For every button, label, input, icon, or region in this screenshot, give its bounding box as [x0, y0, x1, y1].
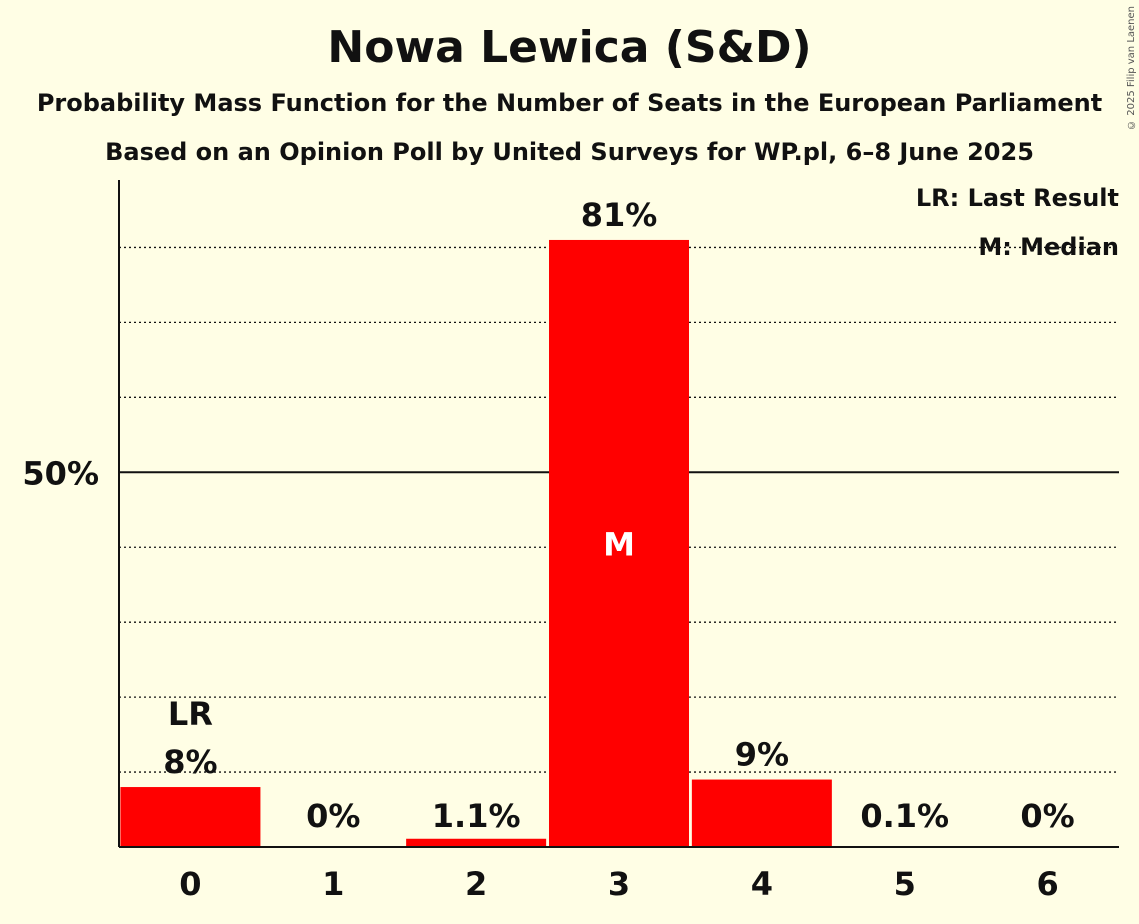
value-label-6: 0% — [1020, 797, 1074, 835]
value-label-1: 0% — [306, 797, 360, 835]
chart-source: Based on an Opinion Poll by United Surve… — [105, 138, 1034, 166]
x-tick-label-0: 0 — [179, 865, 201, 903]
last-result-marker: LR — [168, 695, 213, 733]
bar-0 — [120, 787, 261, 847]
value-label-0: 8% — [163, 743, 217, 781]
bar-4 — [691, 779, 832, 847]
value-label-5: 0.1% — [860, 797, 949, 835]
legend-last-result: LR: Last Result — [915, 184, 1119, 212]
x-tick-label-1: 1 — [322, 865, 344, 903]
value-label-2: 1.1% — [432, 797, 521, 835]
x-tick-label-6: 6 — [1036, 865, 1058, 903]
y-tick-label: 50% — [22, 454, 99, 492]
chart-title: Nowa Lewica (S&D) — [327, 22, 812, 73]
value-label-3: 81% — [581, 196, 658, 234]
value-label-4: 9% — [735, 736, 789, 774]
bar-2 — [406, 838, 547, 847]
bar-3 — [549, 239, 689, 847]
chart-subtitle: Probability Mass Function for the Number… — [36, 89, 1103, 117]
median-marker: M — [603, 525, 635, 563]
x-tick-label-4: 4 — [751, 865, 773, 903]
x-tick-label-3: 3 — [608, 865, 630, 903]
x-tick-label-5: 5 — [894, 865, 916, 903]
x-tick-label-2: 2 — [465, 865, 487, 903]
